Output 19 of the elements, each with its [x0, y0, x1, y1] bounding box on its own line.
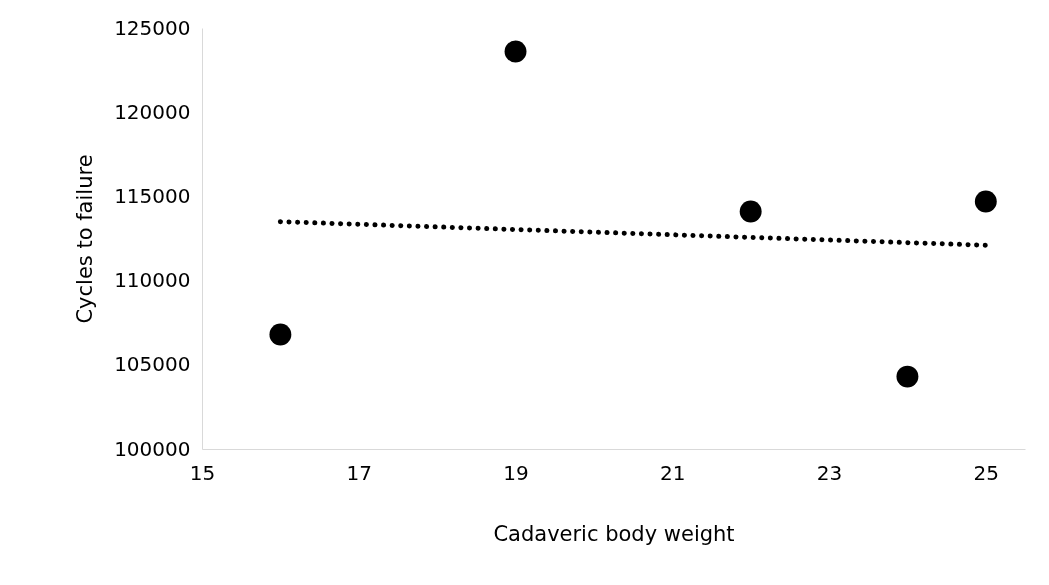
y-tick-label: 120000 — [114, 99, 191, 124]
point — [896, 365, 919, 388]
y-tick-label: 100000 — [114, 436, 191, 461]
y-axis-title: Cycles to failure — [73, 154, 98, 324]
point — [974, 190, 997, 213]
point — [739, 200, 762, 223]
x-tick-label: 17 — [346, 460, 372, 485]
x-tick-label: 19 — [503, 460, 529, 485]
x-tick-label: 25 — [973, 460, 1000, 485]
x-axis-title: Cadaveric body weight — [493, 521, 735, 546]
y-tick-label: 125000 — [114, 15, 191, 40]
x-tick-label: 15 — [189, 460, 216, 485]
point — [504, 40, 527, 63]
y-tick-label: 110000 — [114, 268, 191, 293]
x-tick-label: 21 — [660, 460, 686, 485]
x-tick-label: 23 — [816, 460, 843, 485]
point — [269, 323, 292, 346]
y-tick-label: 105000 — [114, 352, 191, 377]
y-tick-label: 115000 — [114, 183, 191, 208]
